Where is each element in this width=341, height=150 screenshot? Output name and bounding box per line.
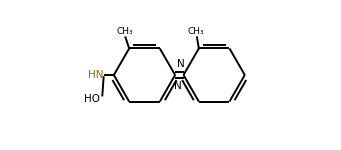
Text: CH₃: CH₃	[116, 27, 133, 36]
Text: N: N	[177, 59, 184, 69]
Text: HN: HN	[88, 70, 104, 80]
Text: N: N	[174, 81, 182, 91]
Text: CH₃: CH₃	[188, 27, 204, 36]
Text: HO: HO	[84, 94, 100, 104]
